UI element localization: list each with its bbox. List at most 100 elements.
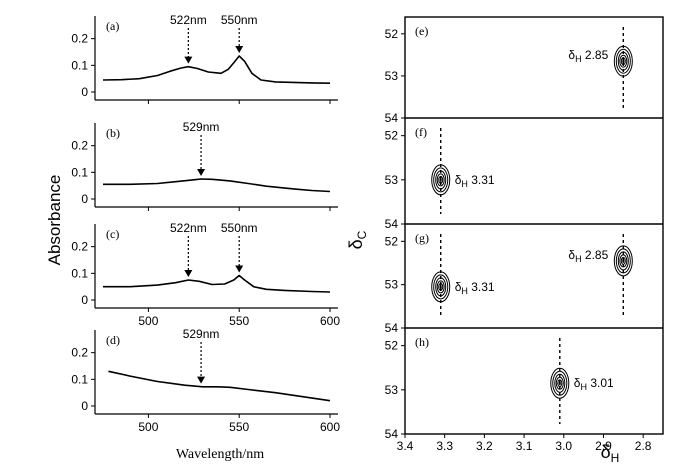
panel-b-arrow-529-head — [197, 169, 206, 176]
panel-g-ytick-label: 52 — [385, 234, 399, 248]
panel-d-xtick-label: 550 — [229, 420, 249, 434]
panel-h-xtick-label: 3.3 — [436, 439, 453, 453]
panel-e-peak-2-85-contour-4 — [620, 57, 626, 66]
panel-f-peak-3-31-contour-1 — [433, 167, 449, 193]
panel-h-xtick-label: 3.2 — [476, 439, 493, 453]
panel-e-peak-2-85-label-value: 2.85 — [582, 48, 609, 62]
panel-g-ytick-label: 54 — [385, 321, 399, 335]
hsqc-frame — [404, 16, 664, 435]
panel-g-peak-2-85-label-delta: δ — [568, 248, 575, 262]
panel-d-arrow-529-head — [197, 376, 206, 384]
panel-g-peak-3-31-contour-0 — [431, 271, 451, 303]
panel-h: 52 53 54 (h) δH 3.01 3.4 3.3 3.2 3.1 3.0 2.9 2.8 — [385, 327, 663, 453]
panel-e-peak-2-85-contour-2 — [617, 51, 629, 71]
panel-e-letter: (e) — [415, 24, 428, 38]
panel-d-annotation-529: 529nm — [183, 327, 220, 341]
absorbance-panels: 0 0.1 0.2 (a) 522nm 550nm 0 0.1 0.2 (b) 529nm 0 0.1 0… — [71, 13, 340, 434]
panel-b-annotation-529: 529nm — [183, 120, 220, 134]
panel-g-peak-3-31-label: δH 3.31 — [455, 280, 495, 296]
panel-g-peak-2-85-contour-3 — [619, 254, 628, 268]
panel-g-peak-2-85-contour-center — [622, 258, 625, 263]
panel-h-letter: (h) — [415, 335, 429, 349]
panel-h-peak-3-01-label-value: 3.01 — [587, 376, 614, 390]
panel-c-xtick-label: 600 — [320, 314, 340, 328]
panel-h-ytick-label: 53 — [385, 383, 399, 397]
panel-h-peak-3-01-contour-4 — [557, 379, 563, 388]
panel-c-arrow-550-head — [235, 265, 244, 273]
panel-e-peak-2-85-label: δH 2.85 — [568, 48, 608, 64]
panel-d-ytick-label: 0.1 — [71, 372, 88, 386]
panel-f-peak-3-31-contour-2 — [435, 170, 447, 190]
panel-a-letter: (a) — [106, 19, 119, 33]
panel-c-letter: (c) — [106, 227, 119, 241]
panel-g-ytick-label: 53 — [385, 278, 399, 292]
panel-h-peak-3-01-label-delta: δ — [574, 376, 581, 390]
panel-c-annotation-550: 550nm — [221, 221, 258, 235]
panel-a-arrow-550-head — [235, 46, 244, 53]
panel-b: 0 0.1 0.2 (b) 529nm — [71, 120, 338, 211]
panel-c-ytick-label: 0.2 — [71, 240, 88, 254]
y-axis-label: Absorbance — [45, 175, 64, 266]
panel-e-peak-2-85-contour-0 — [613, 45, 633, 77]
panel-h-peak-3-01-contour-2 — [554, 373, 566, 393]
panel-d-xtick-label: 500 — [138, 420, 158, 434]
panel-h-peak-3-01-contour-0 — [550, 367, 570, 399]
panel-h-peak-3-01-label-sub: H — [580, 382, 587, 392]
panel-a-annotation-550: 550nm — [221, 13, 258, 27]
right-y-label-main: δ — [346, 239, 366, 249]
panel-f-letter: (f) — [415, 125, 427, 139]
panel-d-curve — [108, 370, 331, 402]
panel-b-ytick-label: 0.1 — [71, 165, 88, 179]
panel-e-ytick-label: 54 — [385, 111, 399, 125]
panel-c-curve — [103, 274, 331, 293]
panel-c-xtick-label: 500 — [138, 314, 158, 328]
panel-e-peak-2-85-label-sub: H — [575, 54, 582, 64]
panel-g-peak-3-31-contour-center — [439, 284, 442, 289]
panel-e-peak-2-85-contour-3 — [619, 54, 628, 68]
panel-g-peak-3-31-label-value: 3.31 — [468, 280, 495, 294]
panel-g-peak-3-31-label-delta: δ — [455, 280, 462, 294]
panel-g-peak-2-85-contour-2 — [617, 251, 629, 271]
panel-f-ytick-label: 54 — [385, 217, 399, 231]
right-y-axis-label: δC — [346, 230, 369, 249]
right-x-axis-label: δH — [601, 442, 620, 465]
panel-d-ytick-label: 0.2 — [71, 346, 88, 360]
panel-g-peak-2-85-contour-0 — [613, 245, 633, 277]
panel-f-peak-3-31-label-sub: H — [461, 179, 468, 189]
panel-d-letter: (d) — [106, 333, 120, 347]
panel-a-ytick-label: 0.1 — [71, 58, 88, 72]
x-axis-label: Wavelength/nm — [176, 447, 264, 462]
panel-g-peak-3-31-contour-1 — [433, 274, 449, 300]
panel-d-ytick-label: 0 — [81, 399, 88, 413]
panel-a-curve — [102, 55, 331, 84]
panel-a-annotation-522: 522nm — [170, 13, 207, 27]
panel-h-peak-3-01-label: δH 3.01 — [574, 376, 614, 392]
panel-g-peak-3-31-contour-4 — [438, 282, 444, 291]
panel-c-ytick-label: 0.1 — [71, 266, 88, 280]
panel-a-ytick-label: 0 — [81, 85, 88, 99]
panel-g-letter: (g) — [415, 231, 429, 245]
right-x-label-main: δ — [601, 442, 611, 462]
panel-d-xtick-label: 600 — [320, 420, 340, 434]
panel-g-peak-2-85-label-sub: H — [575, 254, 582, 264]
panel-b-letter: (b) — [106, 126, 120, 140]
panel-f-peak-3-31-contour-0 — [431, 164, 451, 196]
panel-c-annotation-522: 522nm — [170, 221, 207, 235]
panel-g-peak-2-85-label-value: 2.85 — [582, 248, 609, 262]
panel-b-curve — [103, 178, 331, 193]
panel-c-arrow-522-head — [184, 270, 193, 277]
panel-f-peak-3-31-label: δH 3.31 — [455, 173, 495, 189]
panel-h-xtick-label: 3.1 — [516, 439, 533, 453]
panel-e-ytick-label: 53 — [385, 69, 399, 83]
panel-g-peak-2-85-contour-1 — [615, 248, 631, 274]
right-y-label-sub: C — [355, 230, 369, 239]
panel-b-ytick-label: 0 — [81, 192, 88, 206]
panel-e-peak-2-85-contour-1 — [615, 48, 631, 74]
panel-a-ytick-label: 0.2 — [71, 32, 88, 46]
panel-h-peak-3-01-contour-center — [558, 381, 561, 386]
panel-e-ytick-label: 52 — [385, 27, 399, 41]
panel-h-xtick-label: 3.0 — [555, 439, 572, 453]
